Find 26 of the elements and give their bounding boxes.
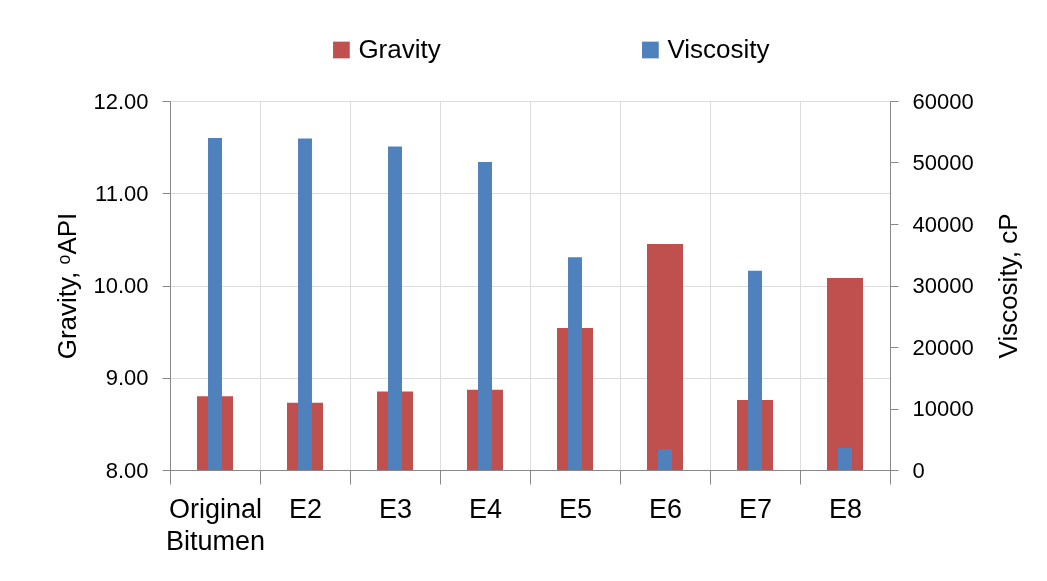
x-tick-label: E3 (378, 493, 413, 524)
x-tick-label: E4 (468, 493, 503, 524)
y2-tick-label: 50000 (912, 150, 974, 175)
x-tick-label: E7 (738, 493, 773, 524)
y2-tick-label: 10000 (912, 396, 974, 421)
legend-label: Viscosity (667, 34, 770, 64)
y-tick-label: 11.00 (95, 180, 149, 206)
y-tick-label: 8.00 (105, 457, 149, 483)
y-tick-label: 10.00 (93, 273, 149, 298)
y-tick-label: 9.00 (105, 365, 149, 391)
x-tick-label: E6 (648, 493, 683, 524)
x-tick-label: E8 (828, 493, 863, 524)
y2-tick-label: 0 (912, 457, 925, 483)
x-tick-label: E5 (558, 493, 593, 524)
y2-tick-label: 20000 (912, 334, 974, 360)
y2-tick-label: 40000 (912, 211, 974, 237)
x-tick-label: Original Bitumen (165, 493, 266, 556)
y-tick-label: 12.00 (93, 88, 149, 114)
y2-tick-label: 30000 (912, 273, 974, 298)
y2-axis-title: Viscosity, cP (992, 213, 1023, 359)
bar (838, 447, 852, 470)
legend-label: Gravity (358, 34, 441, 64)
bar (658, 449, 672, 470)
x-tick-label: E2 (288, 493, 323, 524)
y-axis-title: Gravity, ᵒAPI (52, 212, 83, 360)
y2-tick-label: 60000 (912, 88, 974, 114)
